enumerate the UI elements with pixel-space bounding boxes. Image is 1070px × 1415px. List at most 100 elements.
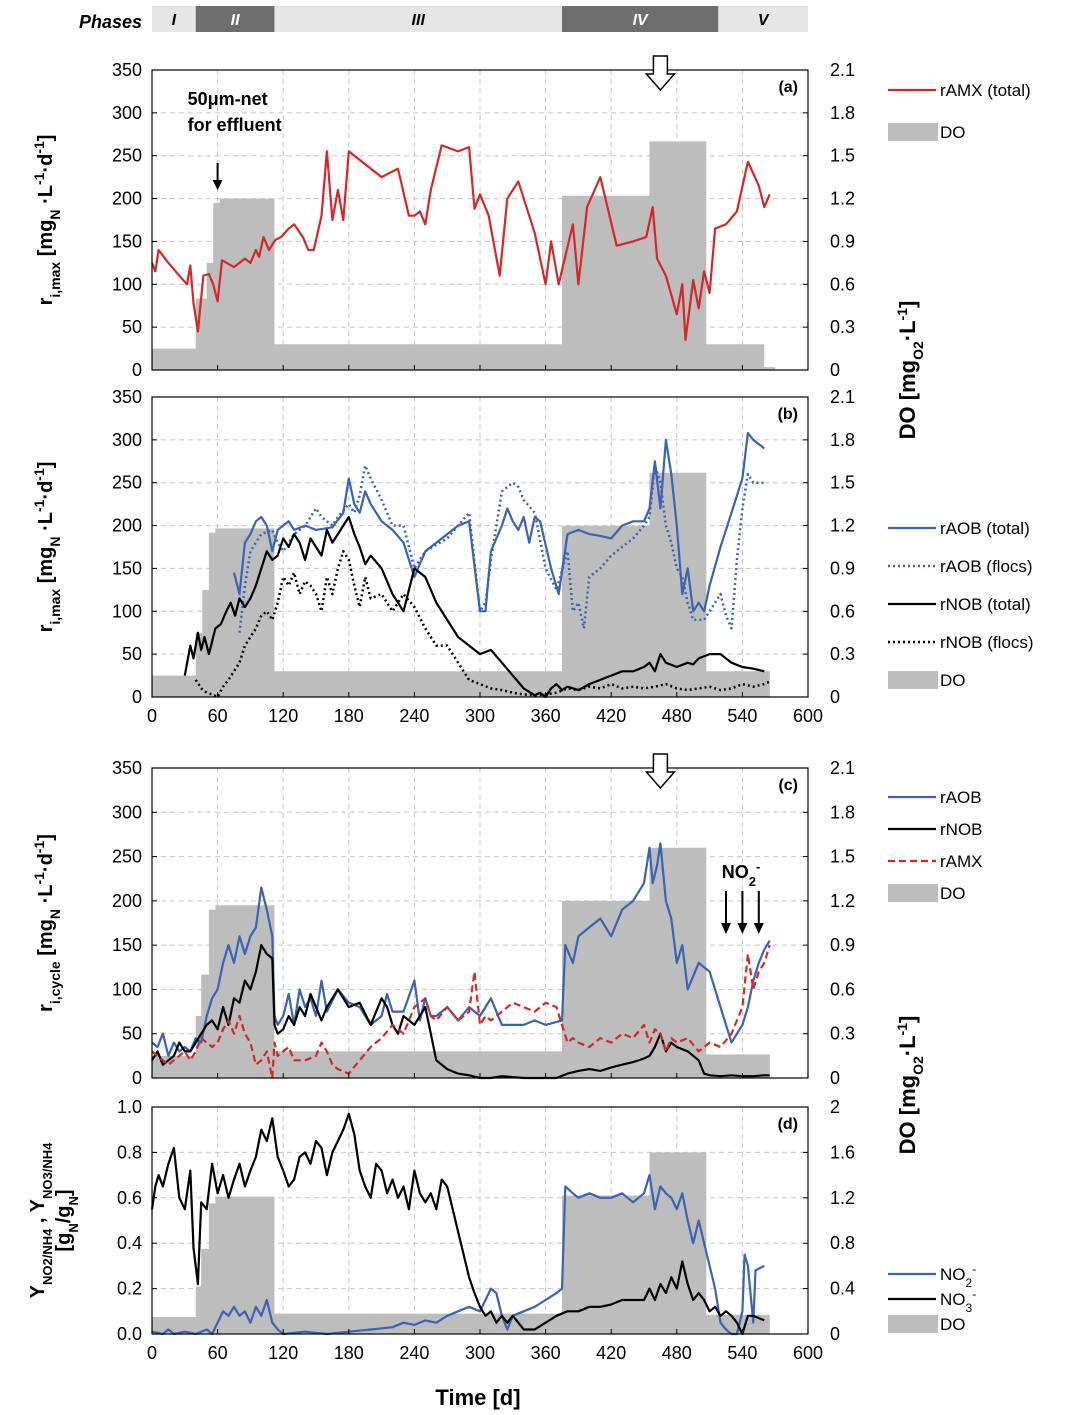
x-tick-label: 360 (531, 1343, 561, 1363)
y-tick-label: 250 (112, 847, 142, 867)
y-tick-label: 300 (112, 430, 142, 450)
y-tick-label: 50 (122, 644, 142, 664)
legend-0: rAMX (total) DO (888, 81, 1031, 142)
y-tick-label: 150 (112, 558, 142, 578)
phase-label-4: V (758, 12, 770, 29)
y2-tick-label: 2.1 (830, 758, 855, 778)
phase-label-3: IV (633, 12, 649, 29)
legend-label: DO (940, 123, 966, 142)
panel-label: (a) (778, 79, 798, 96)
y-tick-label: 300 (112, 802, 142, 822)
phase-label-0: I (172, 12, 177, 29)
y-tick-label: 350 (112, 758, 142, 778)
hollow-arrow (644, 753, 677, 790)
legend-label: rAOB (total) (940, 519, 1030, 538)
x-tick-label: 180 (334, 706, 364, 726)
legend-swatch-do (888, 123, 938, 141)
y-tick-label: 250 (112, 473, 142, 493)
y-tick-label: 150 (112, 231, 142, 251)
y-tick-label: 0 (132, 360, 142, 380)
x-tick-label: 480 (662, 706, 692, 726)
legend-label: rNOB (total) (940, 595, 1031, 614)
y2-tick-label: 0.3 (830, 1024, 855, 1044)
y-tick-label: 350 (112, 387, 142, 407)
y-tick-label: 100 (112, 979, 142, 999)
series-line-2-1 (151, 943, 770, 1080)
annotation-arrow-head (212, 180, 223, 190)
do-area-1 (152, 472, 770, 697)
legend-swatch-do (888, 671, 938, 689)
phase-box-4 (718, 6, 808, 32)
y2-tick-label: 0 (830, 687, 840, 707)
y2-tick-label: 0.3 (830, 317, 855, 337)
y-axis-title-0: ri,max [mgN ·L-1·d-1] (31, 135, 63, 306)
y-tick-label: 350 (112, 60, 142, 80)
y-axis-title-2: ri,cycle [mgN ·L-1·d-1] (31, 834, 63, 1012)
x-tick-label: 420 (596, 706, 626, 726)
x-tick-label: 600 (793, 1343, 823, 1363)
y2-tick-label: 1.6 (830, 1142, 855, 1162)
y-tick-label: 0 (132, 687, 142, 707)
x-tick-label: 540 (727, 706, 757, 726)
y2-tick-label: 0.4 (830, 1279, 855, 1299)
panel-label: (c) (778, 777, 798, 794)
y-tick-label: 0.8 (117, 1142, 142, 1162)
legend-label: rNOB (940, 820, 983, 839)
do-area-0 (152, 141, 776, 370)
y2-tick-label: 1.8 (830, 103, 855, 123)
x-tick-label: 540 (727, 1343, 757, 1363)
annotation-label-no2: NO2- (722, 859, 761, 889)
legend-1: rAOB (total) rAOB (flocs) rNOB (total) rNOB… (888, 519, 1034, 690)
y2-tick-label: 0.8 (830, 1233, 855, 1253)
y-axis-title-1: ri,max [mgN ·L-1·d-1] (31, 462, 63, 633)
y-tick-label: 0.4 (117, 1233, 142, 1253)
series-line-3-1 (150, 1112, 765, 1336)
y2-tick-label: 0 (830, 360, 840, 380)
y2-tick-label: 0.3 (830, 644, 855, 664)
legend-label: NO2- (940, 1262, 976, 1290)
legend-swatch-do (888, 884, 938, 902)
x-tick-label: 120 (268, 706, 298, 726)
do-area-2 (152, 847, 770, 1078)
y-tick-label: 100 (112, 601, 142, 621)
panel-3: 0.0 0.2 0.4 0.6 0.8 1.0 0 0.4 0.8 1.2 1.6 2 0 60 120 18… (27, 1097, 976, 1363)
y2-tick-label: 0.9 (830, 231, 855, 251)
legend-3: NO2-NO3-DO (888, 1262, 976, 1334)
legend-label: rAOB (flocs) (940, 557, 1033, 576)
legend-label: DO (940, 671, 966, 690)
panel-2: 0 50 100 150 200 250 300 350 0 0.3 0.6 0.9 1.2 1.5 1.8… (31, 753, 983, 1088)
y-tick-label: 50 (122, 1024, 142, 1044)
x-tick-label: 240 (399, 1343, 429, 1363)
panel-0: 0 50 100 150 200 250 300 350 0 0.3 0.6 0.9 1.2 1.5 1.8… (31, 55, 1031, 380)
phase-box-1 (195, 6, 275, 32)
legend-label: rAMX (total) (940, 81, 1031, 100)
series-line-1-0 (232, 431, 765, 613)
y-axis-title-3: YNO2/NH4 , YNO3/NH4 (27, 1142, 55, 1298)
legend-swatch-do (888, 1315, 938, 1333)
annotation-arrow-head (753, 923, 764, 934)
legend-label: rAOB (940, 788, 982, 807)
x-tick-label: 600 (793, 706, 823, 726)
y2-tick-label: 1.2 (830, 1188, 855, 1208)
y2-tick-label: 1.2 (830, 516, 855, 536)
phase-label-2: III (412, 12, 426, 29)
y-tick-label: 200 (112, 189, 142, 209)
panel-1: 0 50 100 150 200 250 300 350 0 0.3 0.6 0.9 1.2 1.5 1.8… (31, 387, 1034, 726)
phase-box-3 (562, 6, 719, 32)
y2-tick-label: 0.6 (830, 601, 855, 621)
y2-tick-label: 2 (830, 1097, 840, 1117)
phases-title: Phases (79, 12, 142, 32)
x-tick-label: 240 (399, 706, 429, 726)
y2-tick-label: 0.6 (830, 979, 855, 999)
annotation-arrow-head (721, 923, 731, 934)
x-axis-title: Time [d] (435, 1385, 520, 1410)
y2-tick-label: 1.5 (830, 146, 855, 166)
y2-tick-label: 1.5 (830, 473, 855, 493)
phase-label-1: II (231, 12, 240, 29)
legend-2: rAOB rNOB rAMX DO (888, 788, 983, 903)
y-tick-label: 200 (112, 516, 142, 536)
legend-label: rAMX (940, 852, 983, 871)
y-tick-label: 100 (112, 274, 142, 294)
x-tick-label: 420 (596, 1343, 626, 1363)
